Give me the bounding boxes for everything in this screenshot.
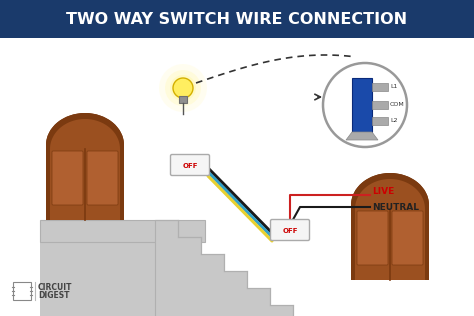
Polygon shape bbox=[155, 220, 362, 316]
FancyBboxPatch shape bbox=[46, 145, 124, 220]
FancyBboxPatch shape bbox=[392, 211, 423, 265]
Polygon shape bbox=[46, 113, 124, 145]
FancyBboxPatch shape bbox=[0, 0, 474, 38]
Text: LIVE: LIVE bbox=[372, 187, 394, 197]
Circle shape bbox=[323, 63, 407, 147]
Polygon shape bbox=[346, 132, 378, 140]
FancyBboxPatch shape bbox=[271, 220, 310, 240]
Circle shape bbox=[159, 64, 207, 112]
Polygon shape bbox=[351, 173, 429, 205]
Ellipse shape bbox=[46, 113, 124, 177]
Text: CIRCUIT: CIRCUIT bbox=[38, 283, 73, 293]
FancyBboxPatch shape bbox=[50, 149, 120, 220]
FancyBboxPatch shape bbox=[0, 38, 474, 316]
Text: TWO WAY SWITCH WIRE CONNECTION: TWO WAY SWITCH WIRE CONNECTION bbox=[66, 11, 408, 27]
Text: L1: L1 bbox=[390, 84, 397, 89]
Text: NEUTRAL: NEUTRAL bbox=[372, 204, 419, 212]
Ellipse shape bbox=[351, 173, 429, 237]
FancyBboxPatch shape bbox=[372, 117, 388, 125]
FancyBboxPatch shape bbox=[372, 83, 388, 91]
FancyBboxPatch shape bbox=[352, 78, 372, 132]
FancyBboxPatch shape bbox=[372, 101, 388, 109]
FancyBboxPatch shape bbox=[52, 151, 83, 205]
FancyBboxPatch shape bbox=[355, 209, 425, 280]
FancyBboxPatch shape bbox=[171, 155, 210, 175]
Text: COM: COM bbox=[390, 102, 405, 107]
FancyBboxPatch shape bbox=[357, 211, 388, 265]
Polygon shape bbox=[355, 179, 425, 209]
Text: OFF: OFF bbox=[282, 228, 298, 234]
Circle shape bbox=[173, 78, 193, 98]
Text: DIGEST: DIGEST bbox=[38, 291, 70, 301]
FancyBboxPatch shape bbox=[351, 205, 429, 280]
FancyBboxPatch shape bbox=[87, 151, 118, 205]
Polygon shape bbox=[50, 119, 120, 149]
Text: OFF: OFF bbox=[182, 163, 198, 169]
FancyBboxPatch shape bbox=[40, 220, 205, 242]
FancyBboxPatch shape bbox=[179, 96, 187, 103]
Circle shape bbox=[165, 70, 201, 106]
FancyBboxPatch shape bbox=[40, 242, 155, 316]
Circle shape bbox=[170, 75, 196, 101]
Text: L2: L2 bbox=[390, 118, 398, 124]
